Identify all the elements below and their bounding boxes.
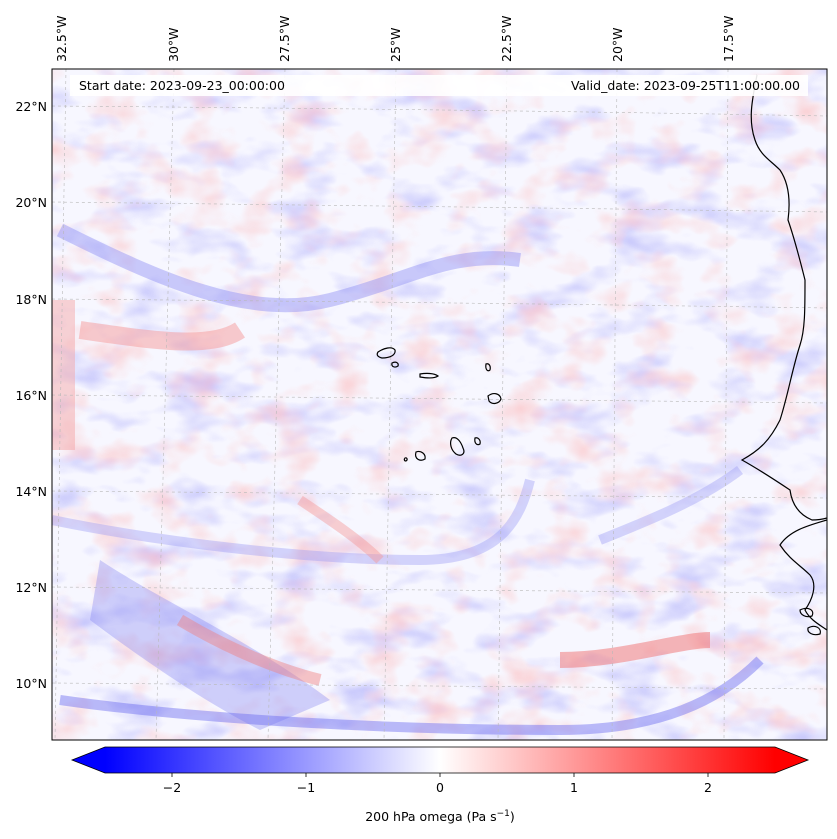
lat-label-12n: 12°N: [15, 580, 47, 595]
lon-label-27-5w: 27.5°W: [277, 16, 292, 62]
colorbar-ticks: [171, 773, 709, 777]
valid-date-label: Valid_date: 2023-09-25T11:00:00.00: [571, 78, 800, 93]
lat-label-18n: 18°N: [15, 292, 47, 307]
latitude-labels: 22°N 20°N 18°N 16°N 14°N 12°N 10°N: [15, 99, 47, 691]
colorbar-title-sup: −1: [497, 809, 510, 819]
colorbar-title-main: 200 hPa omega (Pa s: [365, 809, 496, 824]
lon-label-25w: 25°W: [388, 27, 403, 62]
lon-label-20w: 20°W: [610, 27, 625, 62]
senegal-coast: [779, 519, 827, 631]
colorbar-outline: [70, 746, 810, 774]
info-strip: [70, 75, 808, 96]
cape-verde-fogo: [415, 450, 426, 461]
guinea-bissau-islands: [799, 607, 821, 636]
lon-label-17-5w: 17.5°W: [721, 16, 736, 62]
colorbar-title: 200 hPa omega (Pa s−1): [365, 809, 515, 824]
colorbar-extend-high: [775, 747, 808, 773]
cape-verde-brava: [403, 457, 408, 462]
cape-verde-santo-antao: [376, 347, 396, 359]
colorbar-extend-low: [72, 747, 105, 773]
cape-verde-sal: [485, 363, 491, 372]
lat-label-10n: 10°N: [15, 676, 47, 691]
colorbar-tick-0: 0: [436, 780, 444, 795]
colorbar-title-end: ): [510, 809, 515, 824]
graticule: [52, 69, 827, 740]
map-panel: [52, 69, 827, 740]
africa-coastline: [740, 74, 827, 521]
omega-field-features: [52, 223, 764, 736]
map-border: [51, 68, 828, 741]
lat-label-22n: 22°N: [15, 99, 47, 114]
lon-label-22-5w: 22.5°W: [499, 16, 514, 62]
longitude-labels: 32.5°W 30°W 27.5°W 25°W 22.5°W 20°W 17.5…: [54, 16, 736, 62]
cape-verde-sao-nicolau: [419, 372, 440, 379]
lat-label-20n: 20°N: [15, 195, 47, 210]
lon-label-32-5w: 32.5°W: [54, 16, 69, 62]
lat-label-14n: 14°N: [15, 484, 47, 499]
colorbar-tick-minus-1: −1: [297, 780, 315, 795]
cape-verde-santiago: [450, 437, 465, 456]
cape-verde-sao-vicente: [391, 361, 399, 368]
omega-field-texture: [52, 69, 827, 740]
colorbar-body: [105, 747, 775, 773]
colorbar-tick-2: 2: [704, 780, 712, 795]
lat-label-16n: 16°N: [15, 388, 47, 403]
colorbar: −2 −1 0 1 2 200 hPa omega (Pa s−1): [70, 746, 810, 824]
coastlines: [376, 74, 827, 636]
cape-verde-boa-vista: [487, 393, 502, 405]
lon-label-30w: 30°W: [166, 27, 181, 62]
colorbar-tick-1: 1: [570, 780, 578, 795]
cape-verde-maio: [474, 437, 481, 446]
start-date-label: Start date: 2023-09-23_00:00:00: [79, 78, 285, 93]
colorbar-tick-minus-2: −2: [163, 780, 181, 795]
